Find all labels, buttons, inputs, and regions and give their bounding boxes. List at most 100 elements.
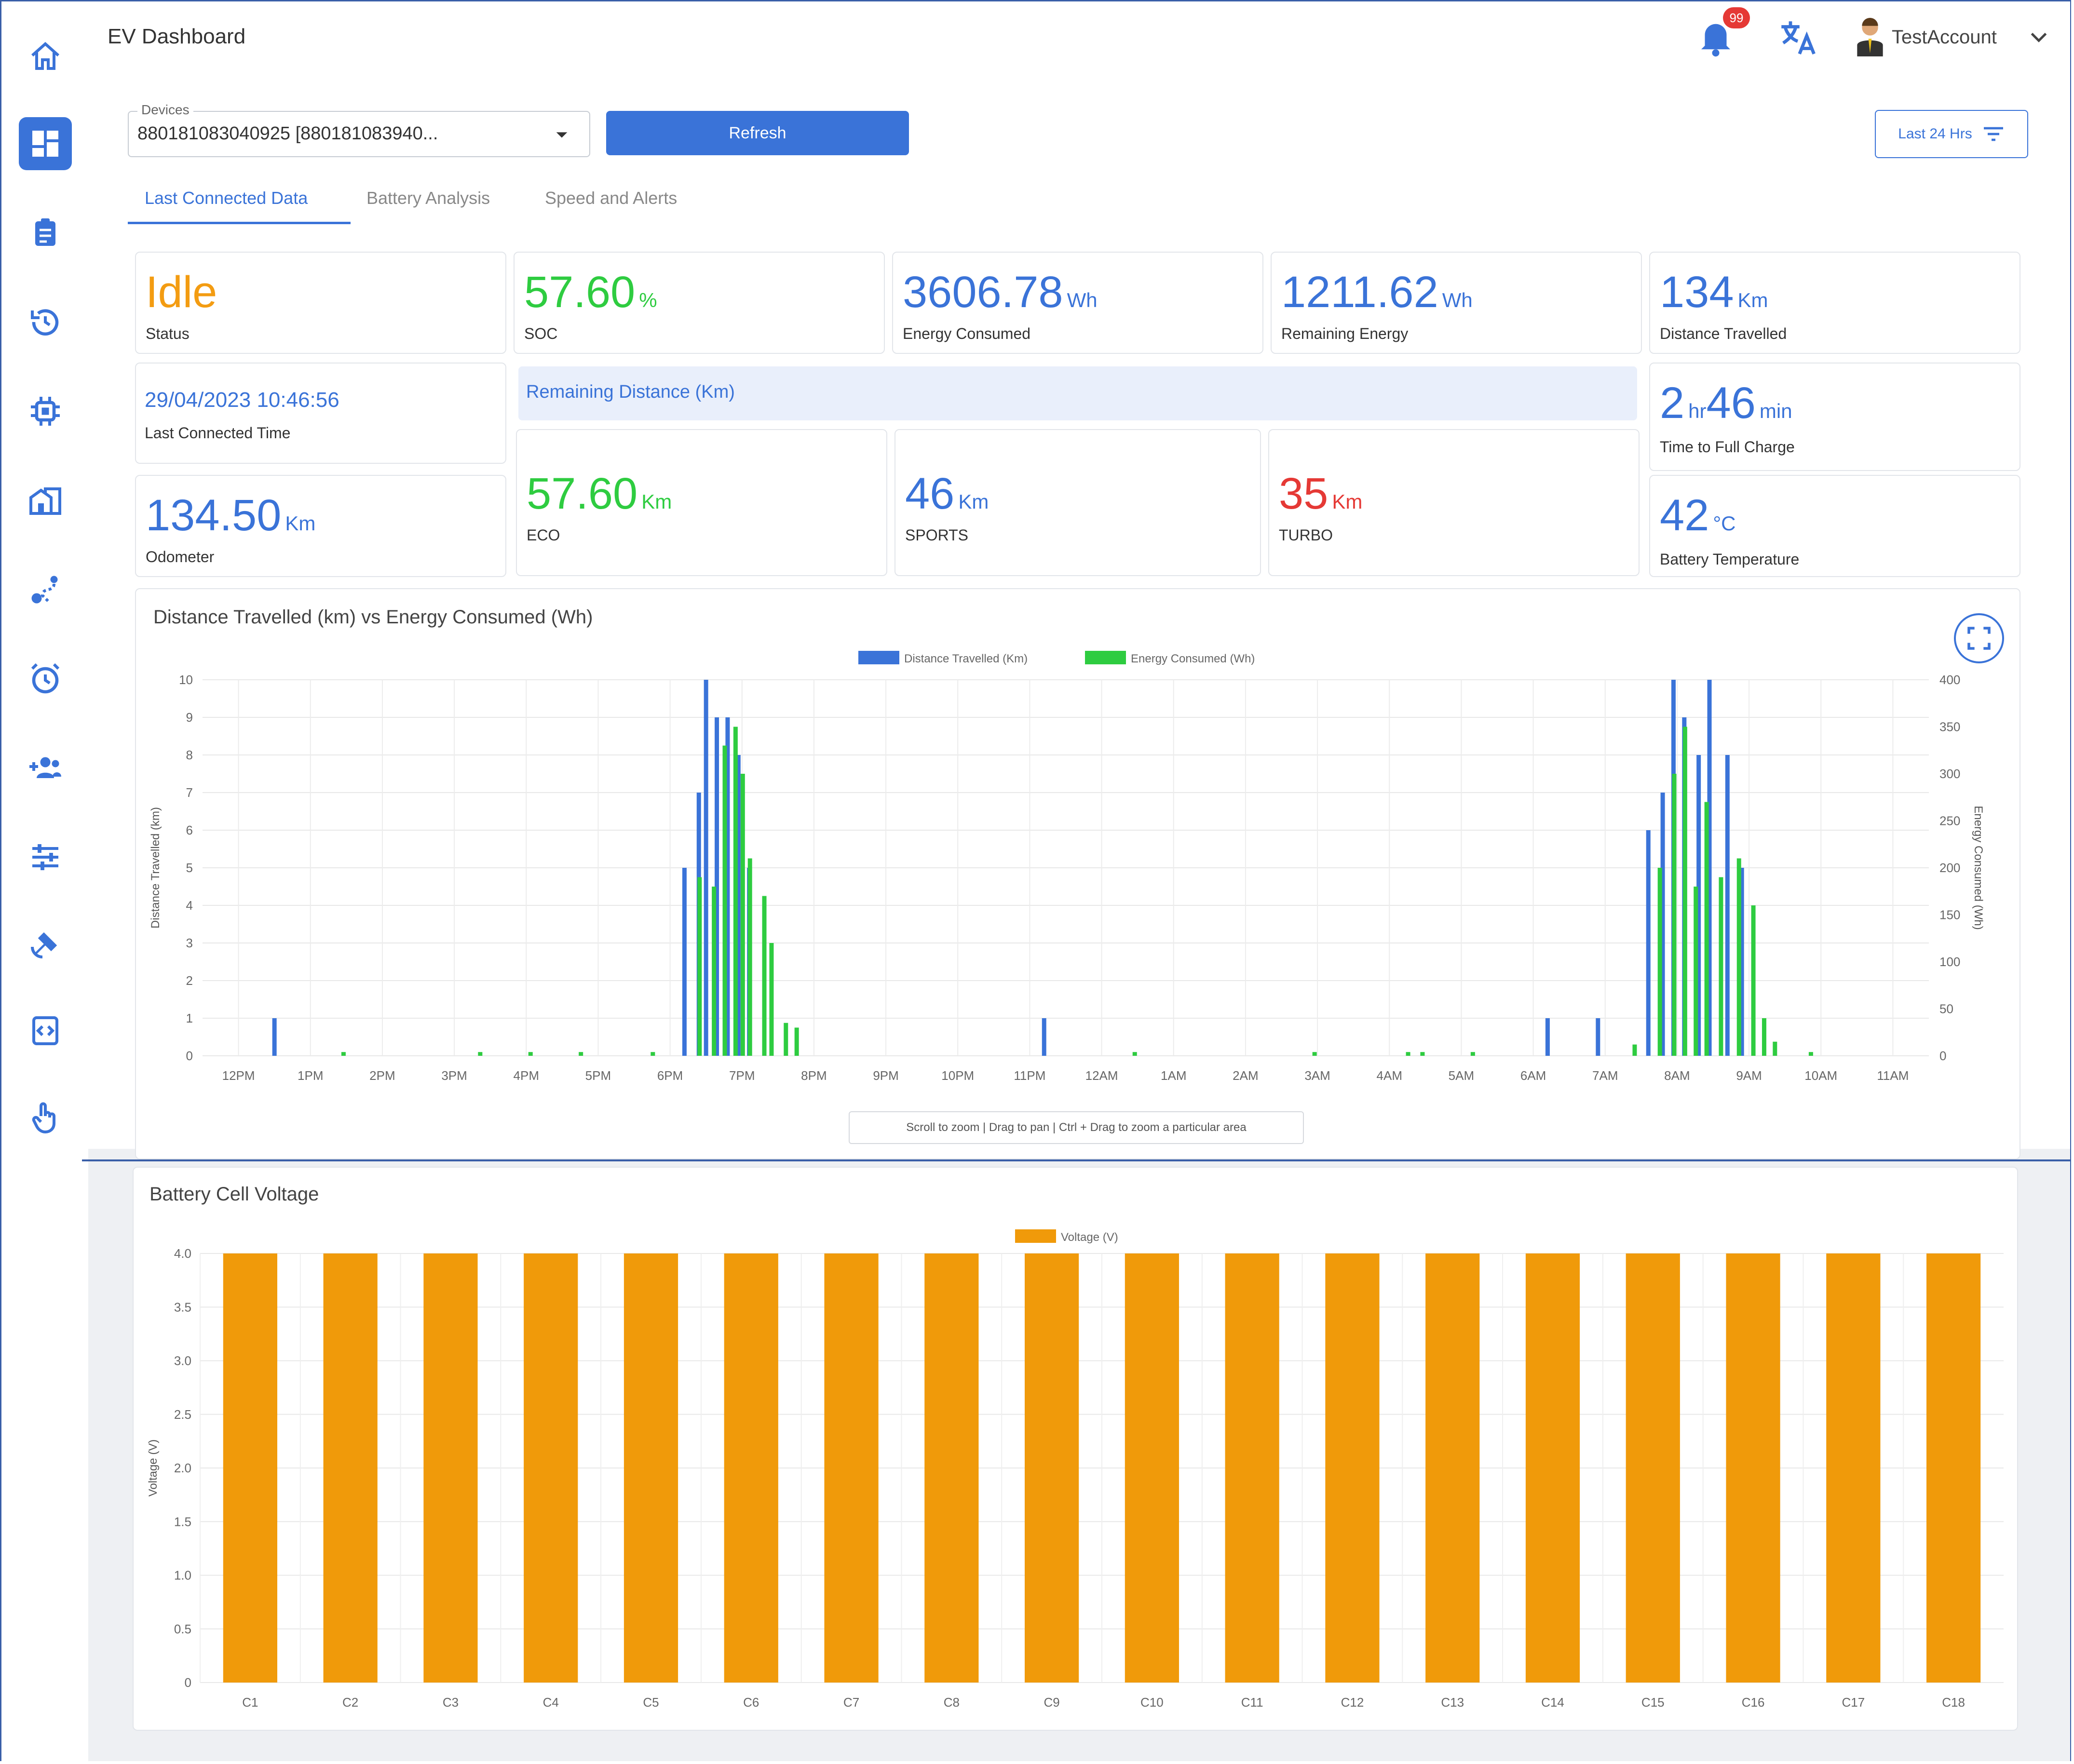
x-tick-label: C15 <box>1641 1695 1665 1710</box>
time-to-full-label: Time to Full Charge <box>1660 438 1795 456</box>
legend-swatch-distance <box>858 651 899 664</box>
energy-consumed-card: 3606.78 Wh Energy Consumed <box>892 252 1263 354</box>
energy-bar <box>1762 1018 1766 1056</box>
voltage-bar <box>423 1253 478 1683</box>
tab-battery-analysis[interactable]: Battery Analysis <box>366 188 490 208</box>
legend-label-voltage: Voltage (V) <box>1061 1231 1118 1244</box>
legend-swatch-energy <box>1085 651 1126 664</box>
x-tick-label: 3PM <box>441 1068 467 1083</box>
sidebar-item-integrations[interactable] <box>19 1004 72 1057</box>
satellite-icon <box>31 932 57 958</box>
y-tick-label: 7 <box>186 785 193 800</box>
y2-tick-label: 50 <box>1939 1002 1953 1016</box>
device-select[interactable] <box>128 111 590 157</box>
legend-label-distance: Distance Travelled (Km) <box>904 652 1028 665</box>
battery-temp-card: 42 °C Battery Temperature <box>1649 475 2020 577</box>
caret-down-icon[interactable] <box>554 129 570 141</box>
voltage-bar <box>524 1253 578 1683</box>
energy-bar <box>712 887 717 1056</box>
sidebar-item-alarms[interactable] <box>19 652 72 705</box>
x-tick-label: C12 <box>1341 1695 1364 1710</box>
x-tick-label: C1 <box>242 1695 258 1710</box>
y-tick-label: 1.5 <box>174 1514 191 1529</box>
fullscreen-button[interactable] <box>1954 613 2004 663</box>
distance-energy-chart[interactable]: Distance Travelled (Km) Energy Consumed (… <box>135 641 2020 1099</box>
y-tick-label: 2.0 <box>174 1461 191 1475</box>
time-range-label: Last 24 Hrs <box>1898 126 1972 142</box>
avatar[interactable] <box>1853 18 1887 56</box>
sports-card: 46 Km SPORTS <box>895 429 1261 576</box>
y2-tick-label: 300 <box>1939 767 1960 781</box>
x-tick-label: 2PM <box>369 1068 395 1083</box>
x-tick-label: C3 <box>443 1695 459 1710</box>
voltage-bar <box>323 1253 378 1683</box>
tab-speed-and-alerts[interactable]: Speed and Alerts <box>545 188 678 208</box>
voltage-bar <box>1525 1253 1580 1683</box>
energy-bar <box>697 877 702 1056</box>
sidebar-item-home[interactable] <box>19 30 72 83</box>
x-tick-label: 8AM <box>1664 1068 1690 1083</box>
code-icon <box>32 1016 58 1045</box>
bell-icon[interactable] <box>1694 15 1737 58</box>
distance-bar <box>1545 1018 1550 1056</box>
x-tick-label: 12PM <box>222 1068 255 1083</box>
energy-consumed-value: 3606.78 Wh <box>903 268 1098 317</box>
voltage-bar <box>1425 1253 1480 1683</box>
odometer-label: Odometer <box>146 548 215 566</box>
energy-bar <box>1751 905 1756 1056</box>
energy-bar <box>528 1052 533 1056</box>
y2-tick-label: 400 <box>1939 673 1960 687</box>
voltage-bar <box>1726 1253 1780 1683</box>
voltage-bar <box>1926 1253 1981 1683</box>
distance-bar <box>725 717 730 1056</box>
sidebar-item-tracking[interactable] <box>19 917 72 970</box>
sidebar-item-history[interactable] <box>19 296 72 349</box>
energy-bar <box>769 943 774 1056</box>
x-tick-label: 10AM <box>1804 1068 1837 1083</box>
sidebar-item-reports[interactable] <box>19 206 72 259</box>
eco-card: 57.60 Km ECO <box>516 429 887 576</box>
time-range-button[interactable]: Last 24 Hrs <box>1875 110 2028 158</box>
y-tick-label: 1 <box>186 1011 193 1025</box>
x-tick-label: 3AM <box>1304 1068 1330 1083</box>
y2-tick-label: 150 <box>1939 908 1960 922</box>
chevron-down-icon[interactable] <box>2027 25 2051 49</box>
x-tick-label: 9PM <box>873 1068 898 1083</box>
dashboard-icon <box>32 131 58 157</box>
odometer-card: 134.50 Km Odometer <box>135 475 506 577</box>
sidebar-item-sites[interactable] <box>19 474 72 527</box>
energy-bar <box>733 727 738 1056</box>
filter-icon <box>1983 127 2003 141</box>
x-tick-label: 6PM <box>657 1068 683 1083</box>
turbo-value: 35 Km <box>1279 469 1363 518</box>
x-tick-label: 7PM <box>729 1068 755 1083</box>
history-icon <box>31 309 59 336</box>
translate-icon[interactable] <box>1776 16 1819 59</box>
device-select-label: Devices <box>137 102 193 118</box>
voltage-bar <box>1025 1253 1079 1683</box>
y-tick-label: 8 <box>186 748 193 762</box>
sidebar-item-devices[interactable] <box>19 385 72 438</box>
energy-bar <box>651 1052 655 1056</box>
tab-last-connected-data[interactable]: Last Connected Data <box>145 188 308 208</box>
last-connected-card <box>135 363 506 464</box>
time-to-full-card: 2 hr46 min Time to Full Charge <box>1649 363 2020 471</box>
cell-voltage-chart[interactable]: Voltage (V) 0 0.5 1.0 1.5 2.0 2.5 3.0 3.5 4.0 Volt… <box>133 1220 2018 1731</box>
refresh-button[interactable]: Refresh <box>606 111 909 155</box>
sidebar-item-routes[interactable] <box>19 563 72 616</box>
sidebar-item-support[interactable] <box>19 1091 72 1144</box>
active-tab-indicator <box>128 222 351 224</box>
eco-value: 57.60 Km <box>527 469 672 518</box>
energy-bar <box>747 858 752 1056</box>
x-tick-label: 4PM <box>514 1068 539 1083</box>
sidebar-item-users[interactable] <box>19 741 72 794</box>
account-name[interactable]: TestAccount <box>1892 27 1997 48</box>
distance-bar <box>1646 830 1651 1056</box>
voltage-bar <box>624 1253 678 1683</box>
y-axis-label: Distance Travelled (km) <box>149 807 162 929</box>
y-tick-label: 4 <box>186 898 193 913</box>
x-tick-label: 2AM <box>1233 1068 1258 1083</box>
energy-bar <box>579 1052 583 1056</box>
sidebar-item-settings[interactable] <box>19 831 72 884</box>
sidebar-item-dashboard[interactable] <box>19 117 72 170</box>
